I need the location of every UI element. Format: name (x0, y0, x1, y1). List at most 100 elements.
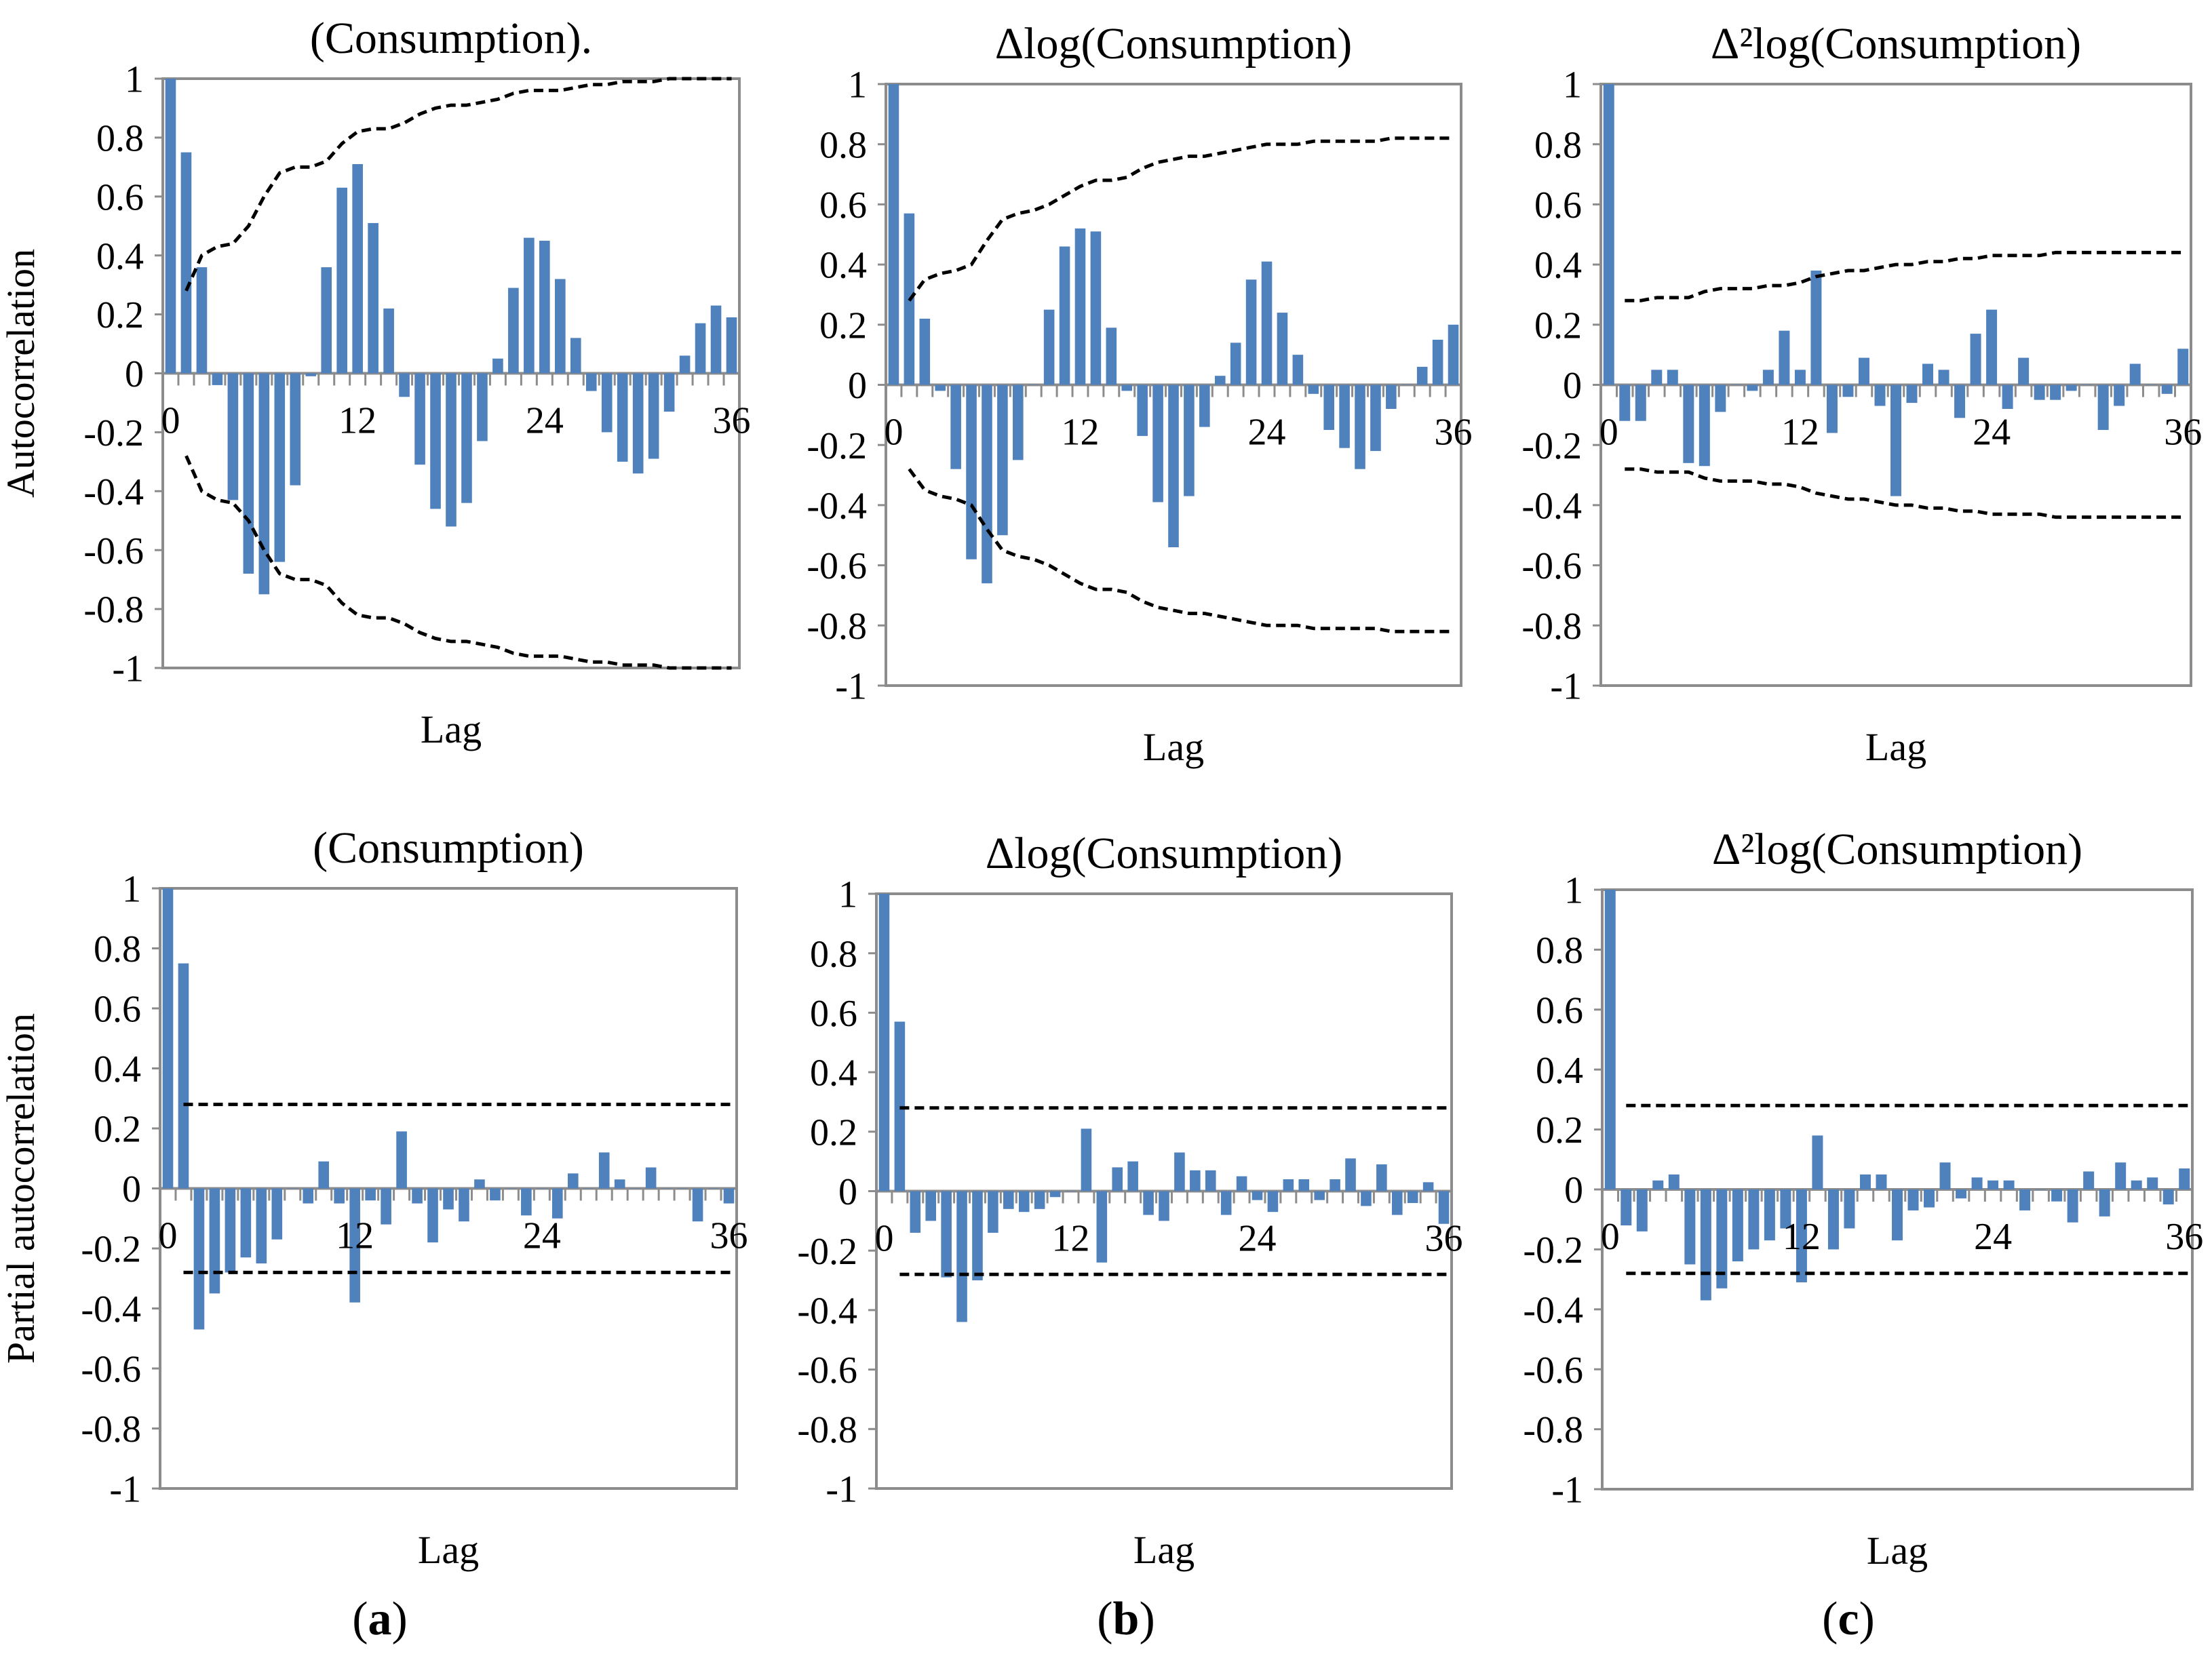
x-axis-label: Lag (421, 707, 482, 751)
acf-bar-lag-12 (352, 164, 363, 374)
acf-bar-lag-24 (1987, 1180, 1999, 1189)
acf-bar-lag-9 (303, 1188, 314, 1204)
acf-bar-lag-26 (1283, 1179, 1294, 1191)
x-tick-label: 12 (336, 1215, 374, 1257)
acf-bar-lag-7 (274, 373, 286, 562)
acf-bar-lag-10 (1762, 370, 1774, 385)
acf-bar-lag-33 (679, 355, 691, 374)
acf-bar-lag-10 (318, 1161, 330, 1189)
x-tick-label: 36 (713, 400, 751, 442)
acf-bar-lag-30 (632, 373, 644, 474)
y-tick-label: 0.8 (1534, 124, 1582, 166)
y-tick-label: 0.2 (1536, 1109, 1583, 1151)
x-tick-label: 12 (1051, 1218, 1089, 1260)
acf-bar-lag-27 (585, 373, 597, 391)
acf-bar-lag-5 (1684, 1189, 1696, 1265)
acf-bar-lag-24 (1986, 309, 1998, 385)
panel-letter-b: (b) (1097, 1593, 1155, 1645)
panel-letter-text: c (1838, 1593, 1859, 1645)
acf-bar-lag-29 (1330, 1179, 1340, 1191)
y-tick-label: 0.2 (1534, 304, 1582, 347)
acf-bar-lag-20 (1199, 385, 1210, 427)
chart-title: Δlog(Consumption) (995, 19, 1352, 68)
acf-bar-lag-27 (1298, 1179, 1310, 1191)
acf-bar-lag-20 (1922, 363, 1934, 385)
x-axis-label: Lag (418, 1528, 479, 1572)
x-tick-label: 0 (158, 1215, 177, 1257)
acf-bar-lag-26 (1292, 355, 1304, 385)
x-tick-label: 24 (1239, 1218, 1277, 1260)
acf-bar-lag-23 (524, 237, 535, 374)
x-tick-label: 0 (884, 412, 903, 454)
chart-title: (Consumption) (313, 823, 584, 873)
acf-bar-lag-2 (1635, 385, 1646, 421)
y-tick-label: 0.6 (94, 989, 141, 1031)
acf-bar-lag-35 (1432, 339, 1443, 385)
y-axis-label: Partial autocorrelation (0, 1013, 43, 1364)
acf-bar-lag-1 (180, 152, 192, 374)
acf-bar-lag-31 (2099, 1189, 2110, 1217)
y-tick-label: -1 (826, 1469, 857, 1511)
acf-bar-lag-27 (2035, 1189, 2046, 1190)
acf-bar-lag-4 (1668, 1174, 1680, 1189)
chart-panel-5: 1 0.8 0.6 0.4 0.2 0 -0.2 -0.4 -0.6 -0.8 -1 0 12 24 36 Δ… (797, 829, 1462, 1572)
acf-bar-lag-30 (2083, 1171, 2095, 1189)
acf-bar-lag-1 (1619, 385, 1631, 421)
y-tick-label: -0.6 (83, 530, 144, 572)
acf-bar-lag-0 (165, 79, 176, 374)
acf-bar-lag-20 (477, 373, 488, 441)
acf-bar-lag-11 (336, 187, 347, 374)
acf-bar-lag-17 (1143, 1191, 1154, 1215)
acf-bar-lag-1 (894, 1021, 906, 1191)
x-axis-label: Lag (1143, 725, 1204, 769)
y-tick-label: -0.4 (81, 1288, 141, 1330)
acf-bar-lag-32 (1386, 385, 1397, 409)
acf-bar-lag-34 (1416, 366, 1428, 385)
y-tick-label: 0.2 (94, 1109, 141, 1151)
acf-bar-lag-18 (1890, 385, 1901, 496)
acf-bar-lag-7 (271, 1188, 283, 1240)
y-tick-label: -1 (1551, 1470, 1583, 1512)
x-tick-label: 12 (338, 400, 376, 442)
acf-bar-lag-23 (1245, 279, 1257, 385)
y-tick-label: 0.8 (96, 118, 144, 160)
acf-bar-lag-13 (365, 1188, 376, 1201)
acf-bar-lag-21 (1214, 376, 1226, 385)
acf-bar-lag-29 (614, 1179, 625, 1189)
acf-bar-lag-16 (1127, 1161, 1138, 1191)
y-tick-label: 0.6 (96, 176, 144, 218)
y-tick-label: 1 (848, 64, 867, 106)
acf-bar-lag-15 (1112, 1167, 1123, 1191)
acf-bar-lag-22 (1956, 1189, 1967, 1199)
acf-bar-lag-26 (2018, 357, 2030, 385)
y-tick-label: 0 (1563, 365, 1582, 407)
y-tick-label: -0.8 (1523, 1409, 1583, 1451)
acf-bar-lag-0 (1604, 890, 1616, 1189)
acf-bar-lag-19 (1907, 1189, 1919, 1210)
acf-bar-lag-7 (1716, 1189, 1728, 1288)
acf-bar-lag-23 (521, 1188, 532, 1216)
acf-bar-lag-14 (381, 1188, 391, 1225)
acf-bar-lag-9 (1747, 385, 1758, 391)
acf-bar-lag-33 (1391, 1191, 1403, 1215)
acf-bar-lag-8 (290, 373, 301, 486)
y-tick-label: -0.8 (81, 1408, 141, 1451)
acf-bar-lag-35 (2162, 1189, 2174, 1205)
acf-bar-lag-8 (1003, 1191, 1014, 1209)
acf-bar-lag-12 (1796, 1189, 1807, 1283)
acf-bar-lag-20 (1190, 1170, 1201, 1191)
acf-bar-lag-13 (368, 222, 379, 374)
acf-bar-lag-30 (2082, 385, 2093, 386)
panel-letter-text: b (1113, 1593, 1140, 1645)
y-axis-label: Autocorrelation (0, 249, 43, 498)
y-tick-label: -0.4 (83, 471, 144, 513)
acf-bar-lag-17 (427, 1188, 438, 1243)
acf-bar-lag-5 (1683, 385, 1694, 463)
y-tick-label: -0.4 (807, 486, 867, 528)
y-tick-label: -0.2 (81, 1229, 141, 1271)
x-tick-label: 12 (1061, 412, 1099, 454)
y-tick-label: 0.8 (819, 124, 867, 166)
acf-bar-lag-10 (1764, 1189, 1775, 1241)
acf-bar-lag-21 (1939, 1162, 1951, 1189)
y-tick-label: 0.4 (94, 1048, 141, 1090)
